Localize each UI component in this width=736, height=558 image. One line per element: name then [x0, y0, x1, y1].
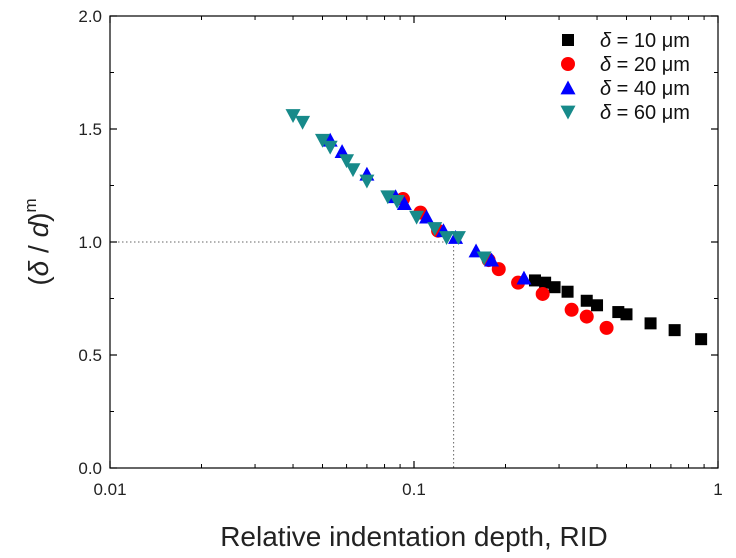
data-point [516, 270, 532, 285]
data-point [322, 140, 338, 155]
x-tick-label: 1 [713, 480, 722, 499]
data-point [591, 299, 604, 312]
x-tick-label: 0.01 [93, 480, 126, 499]
series-1 [528, 274, 708, 346]
y-tick-label: 0.0 [78, 459, 102, 478]
data-point [620, 308, 633, 321]
x-tick-label: 0.1 [402, 480, 426, 499]
data-point [339, 154, 355, 169]
series-4 [285, 109, 492, 266]
y-title-slash: / [23, 237, 54, 260]
data-point [419, 209, 435, 224]
y-title-exponent: m [21, 198, 40, 212]
legend-label: δ = 60 μm [600, 102, 690, 124]
legend-marker [560, 80, 576, 95]
data-point [599, 320, 614, 335]
data-point [285, 109, 301, 123]
data-point [644, 317, 657, 330]
data-point [359, 174, 375, 189]
data-point [427, 222, 443, 236]
y-title-open-paren: ( [23, 276, 54, 286]
data-point [389, 194, 405, 209]
data-point [539, 276, 552, 289]
legend-label-value: = 10 μm [611, 30, 690, 52]
legend-item: δ = 10 μm [562, 30, 690, 52]
tick-labels: 0.0 0.5 1.0 1.5 2.0 0.01 0.1 1 [78, 7, 722, 499]
y-tick-label: 1.5 [78, 120, 102, 139]
data-point [580, 294, 593, 307]
data-point [450, 231, 466, 245]
axis-ticks [109, 15, 719, 469]
data-point [535, 286, 550, 301]
y-title-delta: δ [23, 260, 54, 276]
y-axis-title: (δ / d)m [21, 198, 54, 285]
legend-marker [562, 34, 574, 46]
data-point [476, 251, 492, 266]
legend-item: δ = 20 μm [561, 54, 690, 76]
legend-label-symbol: δ [600, 78, 612, 100]
data-point [579, 309, 594, 324]
data-point [396, 196, 412, 210]
legend: δ = 10 μmδ = 20 μmδ = 40 μmδ = 60 μm [560, 30, 690, 124]
legend-marker [560, 105, 576, 120]
data-point [695, 333, 708, 346]
legend-label-value: = 60 μm [611, 102, 690, 124]
data-point [484, 252, 500, 267]
legend-label: δ = 20 μm [600, 54, 690, 76]
data-point [409, 210, 425, 225]
legend-label-symbol: δ [600, 102, 612, 124]
data-point [548, 281, 561, 294]
data-point [295, 115, 311, 130]
y-title-close-paren: ) [23, 213, 54, 222]
data-point [564, 302, 579, 317]
legend-label-value: = 40 μm [611, 78, 690, 100]
reference-lines [110, 241, 455, 468]
data-point [528, 274, 541, 287]
data-point [314, 133, 330, 148]
series-3 [322, 132, 532, 285]
legend-item: δ = 60 μm [560, 102, 690, 124]
legend-label: δ = 10 μm [600, 30, 690, 52]
legend-marker [561, 57, 575, 71]
data-points [285, 109, 708, 346]
data-point [345, 163, 361, 178]
legend-label: δ = 40 μm [600, 78, 690, 100]
legend-item: δ = 40 μm [560, 78, 690, 100]
y-tick-label: 2.0 [78, 7, 102, 26]
data-point [668, 324, 681, 337]
data-point [439, 231, 455, 245]
legend-label-symbol: δ [600, 54, 612, 76]
legend-label-value: = 20 μm [611, 54, 690, 76]
y-tick-label: 0.5 [78, 346, 102, 365]
data-point [380, 190, 396, 205]
y-title-d: d [23, 220, 54, 237]
x-axis-title: Relative indentation depth, RID [220, 521, 608, 552]
data-point [561, 285, 574, 298]
y-tick-label: 1.0 [78, 233, 102, 252]
legend-label-symbol: δ [600, 30, 612, 52]
